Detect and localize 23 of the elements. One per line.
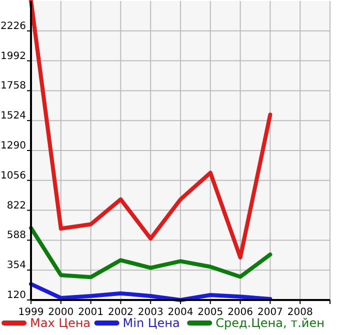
y-tick-label: 1290	[0, 140, 26, 152]
y-tick-label: 120	[6, 290, 26, 301]
x-tick-label: 2005	[198, 307, 224, 318]
x-tick-label: 2006	[228, 307, 254, 318]
y-tick-label: 1056	[0, 170, 26, 182]
x-tick-label: 2000	[48, 307, 74, 318]
y-tick-label: 2226	[0, 20, 26, 32]
x-tick-label: 2008	[287, 307, 313, 318]
y-tick-label: 354	[6, 260, 26, 272]
legend-label: Min Цена	[122, 316, 180, 330]
y-tick-label: 822	[6, 200, 26, 212]
y-tick-label: 588	[6, 230, 26, 242]
x-tick-label: 2003	[138, 307, 164, 318]
x-tick-label: 1999	[18, 307, 44, 318]
x-tick-label: 2002	[108, 307, 134, 318]
y-tick-label: 1758	[0, 80, 26, 92]
x-tick-label: 2004	[168, 307, 194, 318]
x-tick-label: 2007	[257, 307, 283, 318]
y-tick-label: 1992	[0, 50, 26, 62]
legend-label: Сред.Цена, т.йен	[216, 316, 324, 330]
y-tick-label: 1524	[0, 110, 26, 122]
legend-label: Max Цена	[30, 316, 91, 330]
x-tick-label: 2001	[78, 307, 104, 318]
